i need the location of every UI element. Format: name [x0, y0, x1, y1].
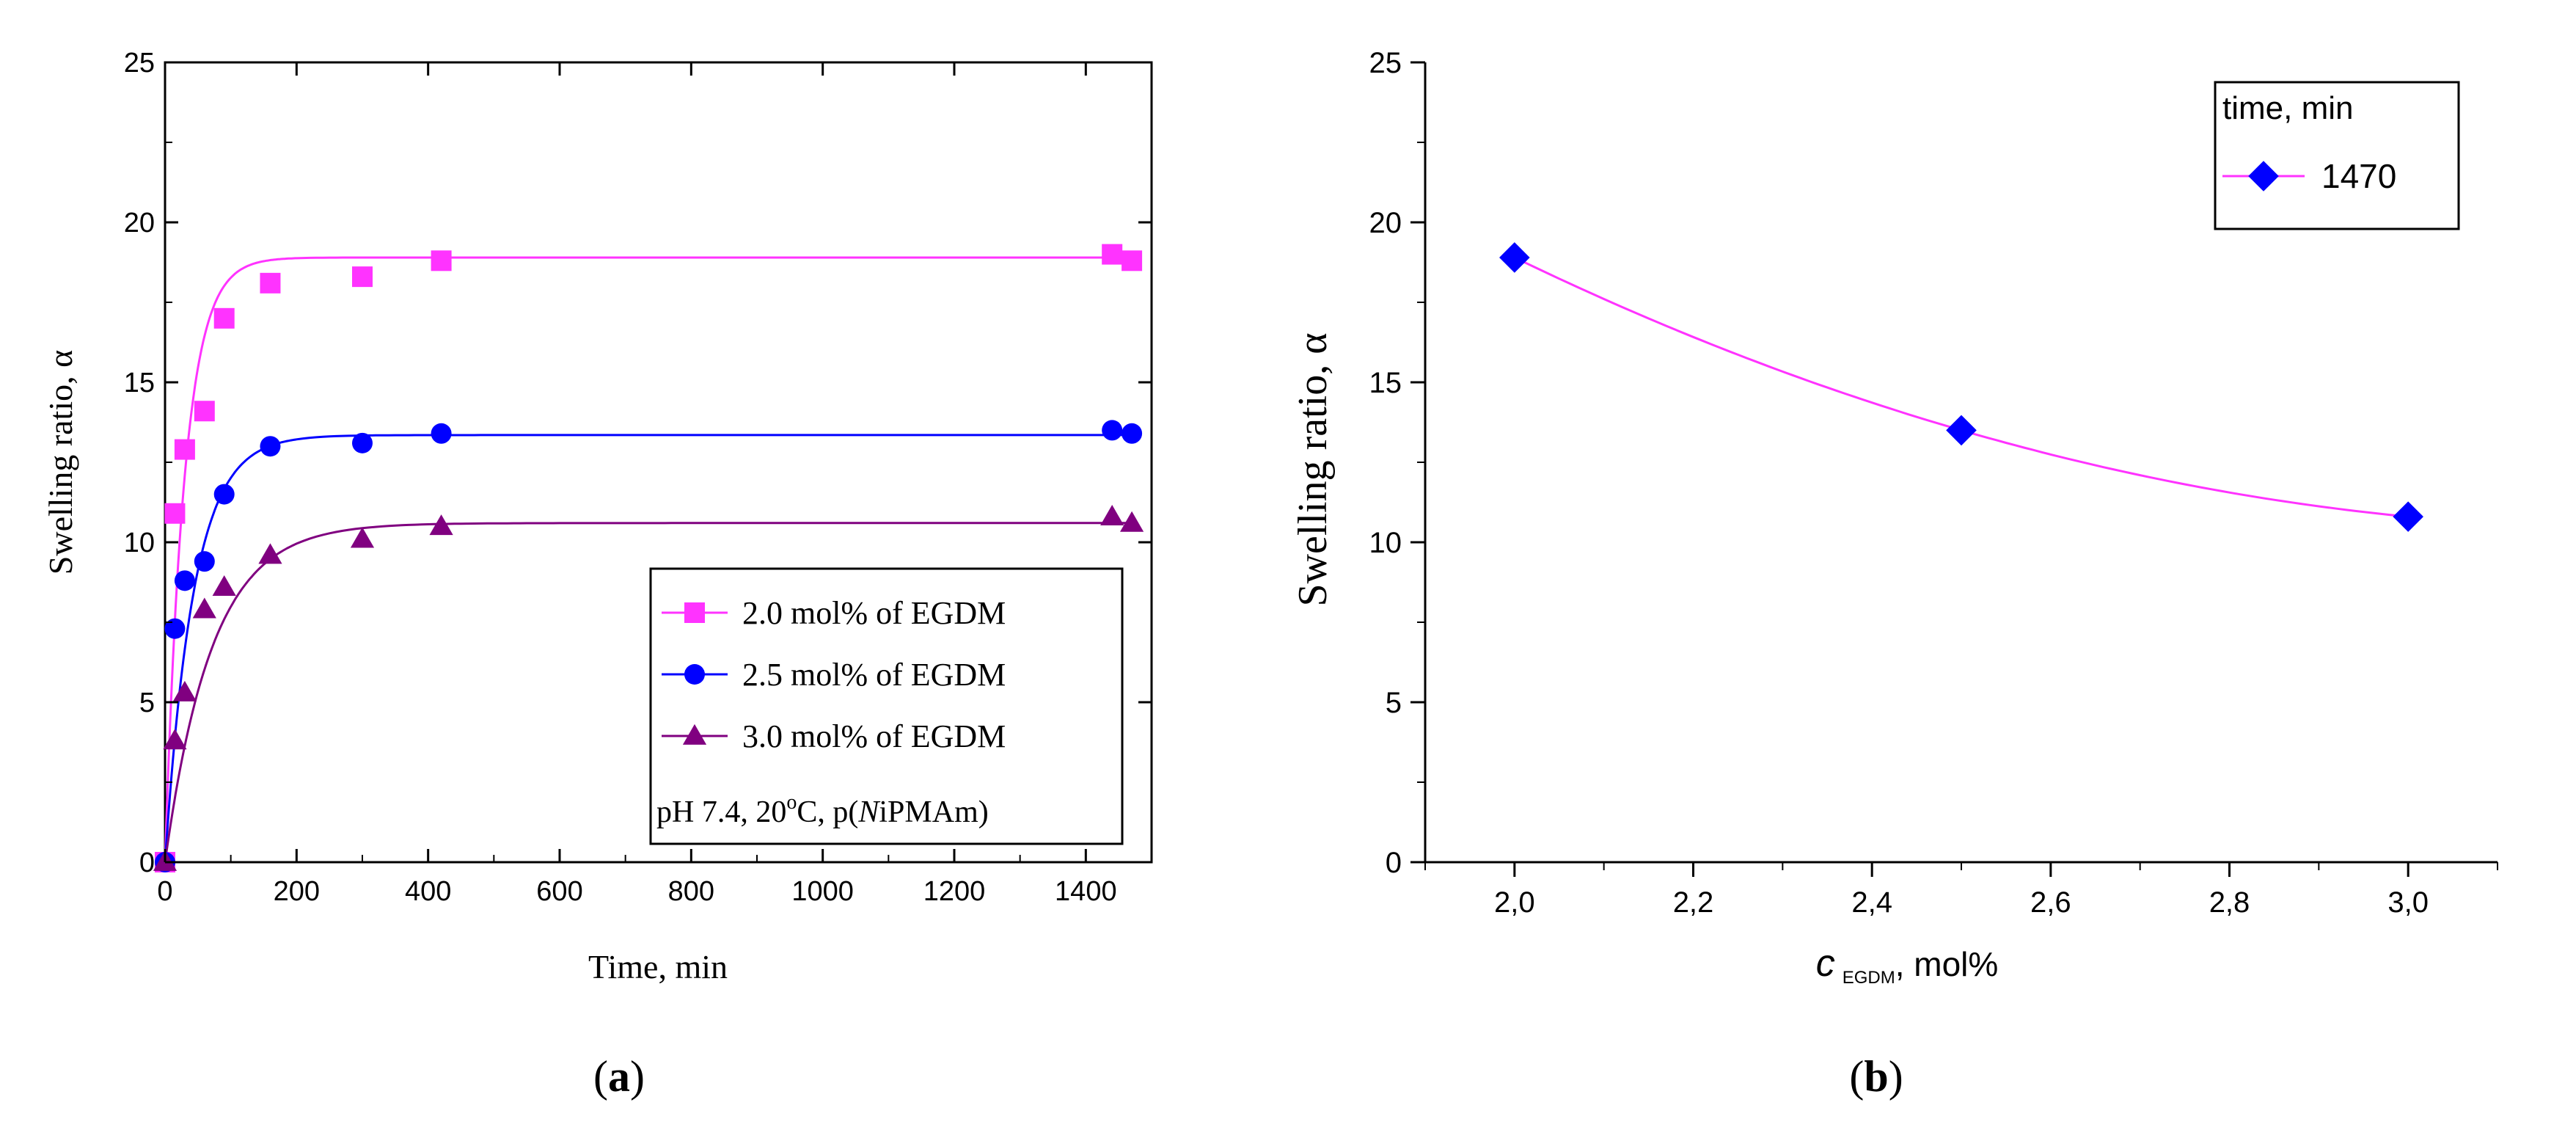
x-tick-label: 800 — [668, 876, 714, 907]
x-tick-label: 1400 — [1055, 876, 1117, 907]
data-point — [1499, 242, 1530, 273]
data-point — [212, 575, 236, 596]
data-point — [213, 307, 235, 329]
data-point — [174, 439, 195, 460]
annotation-pre: pH 7.4, 20 — [656, 795, 786, 829]
y-tick-label: 10 — [1369, 527, 1402, 559]
y-tick-label: 25 — [1369, 47, 1402, 79]
x-label-c: c — [1816, 942, 1835, 985]
data-point — [192, 597, 216, 619]
x-tick-label: 2,6 — [2030, 886, 2071, 919]
x-tick-label: 2,4 — [1851, 886, 1892, 919]
y-tick-label: 10 — [124, 528, 155, 558]
data-point — [1100, 505, 1124, 526]
series-fit-line — [164, 256, 1133, 863]
chart-a-caption-letter: a — [608, 1052, 630, 1101]
y-tick-label: 20 — [124, 208, 155, 238]
data-point — [1102, 244, 1123, 265]
x-tick-label: 1000 — [791, 876, 854, 907]
chart-a-annotation: pH 7.4, 20oC, p(NiPMAm) — [656, 791, 989, 829]
data-point — [2393, 501, 2423, 532]
chart-a-legend — [649, 567, 1124, 845]
series-fit-line — [1514, 256, 2409, 518]
x-label-rest: , mol% — [1895, 945, 1999, 983]
x-tick-label: 600 — [536, 876, 582, 907]
data-point — [431, 423, 452, 444]
data-point — [163, 729, 187, 750]
legend-label: 3.0 mol% of EGDM — [742, 718, 1006, 754]
data-point — [1120, 511, 1144, 532]
chart-b: 2,0 2,2 2,4 2,6 2,8 3,0 0 5 10 15 20 25 Swelling ra… — [1290, 47, 2498, 1101]
chart-b-legend — [2214, 81, 2460, 230]
y-tick-label: 0 — [139, 848, 155, 878]
data-point — [260, 436, 281, 457]
y-tick-label: 5 — [1386, 687, 1402, 719]
data-point — [1946, 415, 1977, 446]
x-tick-label: 2,8 — [2209, 886, 2250, 919]
legend-marker — [684, 602, 705, 623]
x-tick-label: 3,0 — [2387, 886, 2429, 919]
x-tick-label: 2,2 — [1673, 886, 1714, 919]
legend-label: 2.5 mol% of EGDM — [742, 657, 1006, 693]
chart-b-x-axis-label: c EGDM, mol% — [1816, 942, 1999, 988]
chart-a-caption: (a) — [593, 1052, 645, 1101]
data-point — [172, 680, 197, 701]
y-tick-label: 0 — [1386, 847, 1402, 879]
legend-label: 2.0 mol% of EGDM — [742, 595, 1006, 631]
legend-marker — [682, 723, 707, 745]
data-point — [194, 551, 215, 572]
chart-b-legend-title: time, min — [2222, 90, 2353, 126]
data-point — [1121, 423, 1143, 444]
x-tick-label: 400 — [405, 876, 451, 907]
data-point — [164, 618, 186, 639]
series-fit-line — [164, 522, 1133, 863]
chart-b-y-axis-label: Swelling ratio, α — [1290, 332, 1336, 606]
annotation-degree-sup: o — [786, 791, 797, 814]
legend-marker — [684, 664, 705, 685]
data-point — [164, 503, 186, 524]
chart-a: 0 200 400 600 800 1000 1200 1400 0 5 10 15 20 25 Time… — [42, 48, 1153, 1101]
data-point — [352, 266, 373, 288]
legend-label: 1470 — [2321, 157, 2396, 195]
annotation-mid: C, p( — [797, 795, 858, 829]
y-tick-label: 5 — [139, 688, 155, 718]
chart-b-caption: (b) — [1849, 1052, 1903, 1101]
y-tick-label: 20 — [1369, 207, 1402, 239]
data-point — [350, 527, 375, 548]
data-point — [1102, 420, 1123, 441]
data-point — [260, 272, 281, 294]
y-tick-label: 15 — [124, 368, 155, 398]
data-point — [213, 484, 235, 505]
data-point — [194, 401, 215, 422]
x-label-sub: EGDM — [1843, 968, 1895, 988]
chart-b-caption-letter: b — [1864, 1052, 1888, 1101]
data-point — [431, 250, 452, 271]
data-point — [174, 570, 195, 591]
y-tick-label: 15 — [1369, 367, 1402, 399]
chart-a-x-axis-label: Time, min — [588, 948, 728, 985]
series-fit-line — [164, 434, 1133, 863]
x-tick-label: 0 — [157, 876, 172, 907]
data-point — [352, 432, 373, 453]
annotation-italic: N — [857, 795, 880, 829]
y-tick-label: 25 — [124, 48, 155, 79]
data-point — [429, 514, 453, 536]
x-tick-label: 2,0 — [1494, 886, 1535, 919]
x-tick-label: 1200 — [923, 876, 986, 907]
x-tick-label: 200 — [274, 876, 320, 907]
data-point — [258, 543, 282, 564]
legend-marker — [2248, 161, 2279, 192]
data-point — [1121, 250, 1143, 271]
annotation-post: iPMAm) — [879, 795, 988, 829]
chart-a-y-axis-label: Swelling ratio, α — [42, 350, 79, 575]
